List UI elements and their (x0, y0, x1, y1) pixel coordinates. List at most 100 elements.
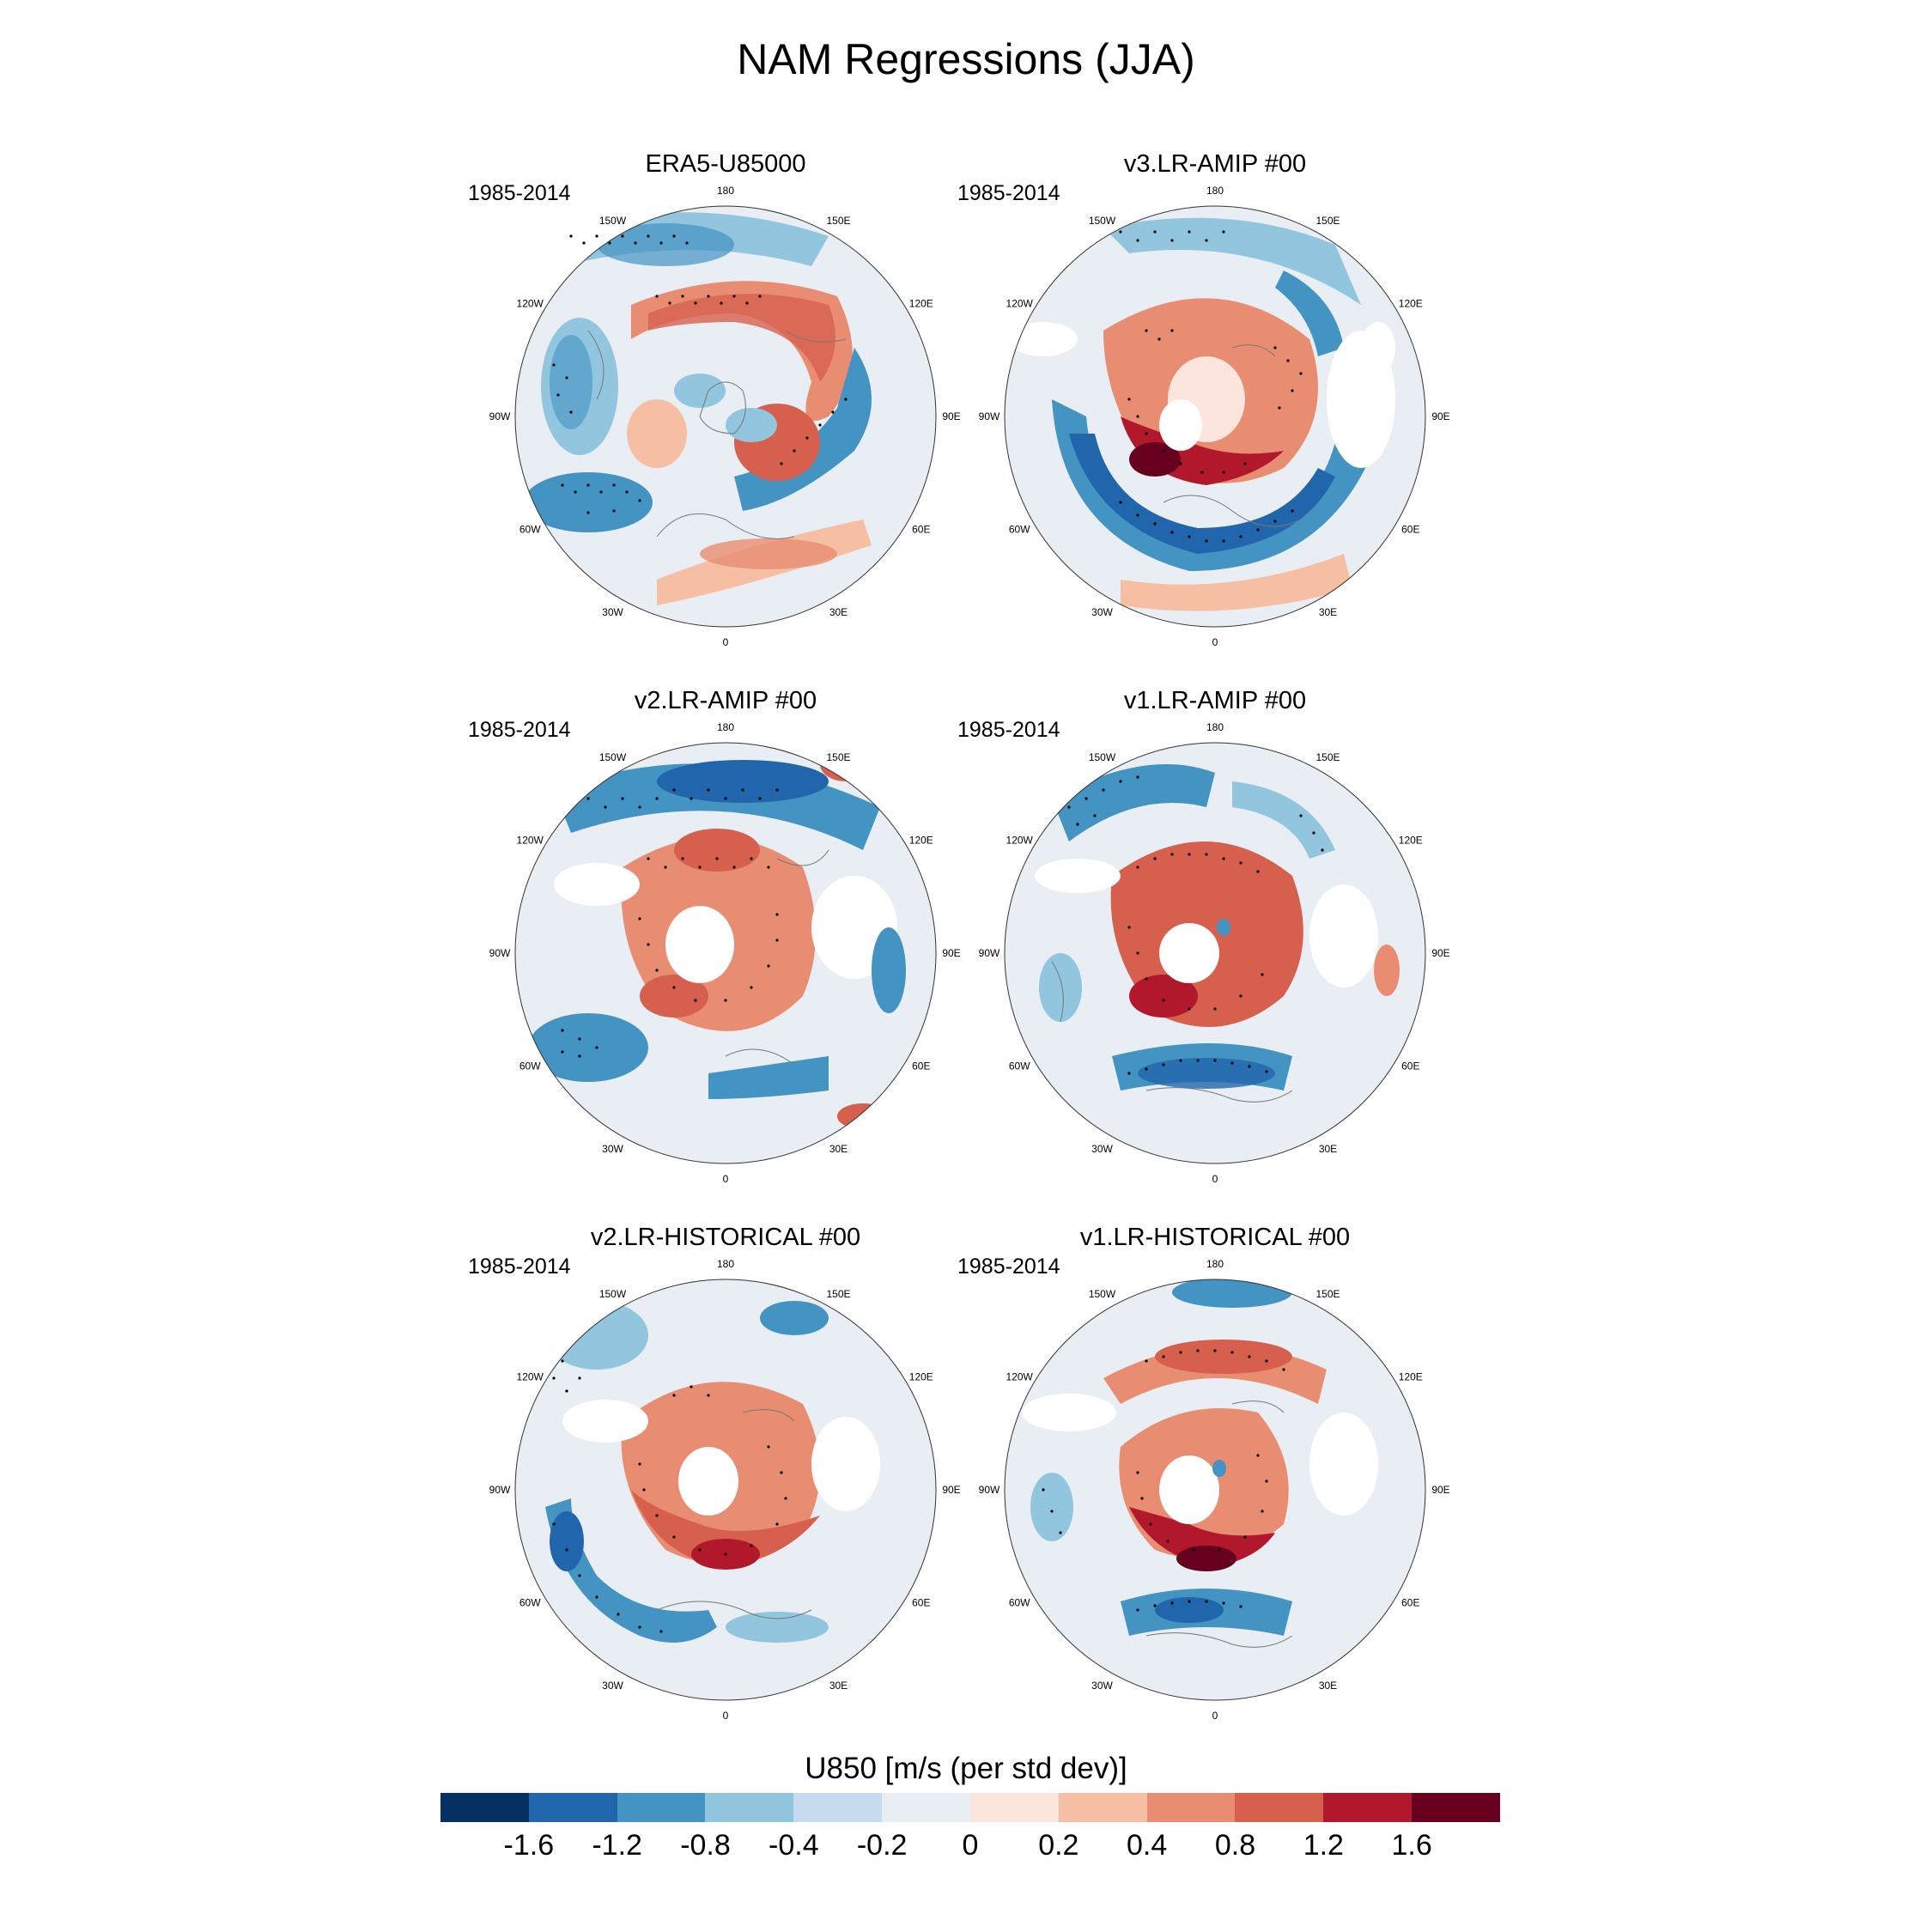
longitude-label: 60E (912, 524, 930, 536)
period-label: 1985-2014 (468, 1255, 571, 1279)
colorbar-box (1058, 1793, 1147, 1822)
colorbar-tick-label: -0.2 (856, 1829, 908, 1862)
longitude-label: 120W (1006, 1371, 1034, 1383)
longitude-label: 150E (1315, 751, 1340, 763)
map-panel-v2-amip: v2.LR-AMIP #00 1985-2014 (468, 687, 966, 1194)
colorbar-title: U850 [m/s (per std dev)] (805, 1752, 1127, 1785)
polar-map: 180 150E 120E 90E 60E 30E 0 30W 60W 90W 120W 150W (979, 721, 1450, 1185)
longitude-label: 90W (979, 410, 1000, 422)
longitude-label: 60E (1401, 1060, 1419, 1072)
colorbar-box (440, 1793, 529, 1822)
colorbar-box (969, 1793, 1059, 1822)
longitude-label: 60E (912, 1597, 930, 1609)
longitude-label: 150E (826, 215, 850, 227)
longitude-label: 30W (1091, 1680, 1113, 1692)
polar-map: 180 150E 120E 90E 60E 30E 0 30W 60W 90W 120W 150W (489, 1258, 961, 1722)
longitude-label: 120E (909, 298, 933, 310)
colorbar-tick-label: -0.8 (680, 1829, 731, 1862)
colorbar-ticks: -1.6 -1.2 -0.8 -0.4 -0.2 0 0.2 0.4 0.8 1.2 1.6 (440, 1829, 1500, 1863)
longitude-label: 30E (1319, 1143, 1337, 1155)
polar-map: 180 150E 120E 90E 60E 30E 0 30W 60W 90W 120W 150W (979, 185, 1450, 648)
map-panel-v1-amip: v1.LR-AMIP #00 1985-2014 (957, 687, 1455, 1194)
longitude-label: 0 (723, 1710, 729, 1722)
longitude-label: 60W (519, 1060, 541, 1072)
longitude-label: 90E (942, 947, 960, 959)
colorbar-box (1235, 1793, 1324, 1822)
panel-title: v2.LR-AMIP #00 (634, 687, 817, 714)
longitude-label: 60W (519, 524, 541, 536)
longitude-label: 90E (1431, 1484, 1449, 1496)
colorbar-box (1323, 1793, 1413, 1822)
map-panel-v1-historical: v1.LR-HISTORICAL #00 1985-2014 (957, 1224, 1455, 1730)
panel-title: v2.LR-HISTORICAL #00 (590, 1224, 861, 1251)
longitude-label: 30W (602, 1680, 623, 1692)
colorbar-tick-label: 0.8 (1214, 1829, 1256, 1862)
colorbar-box (705, 1793, 794, 1822)
longitude-label: 30E (829, 606, 848, 618)
longitude-label: 90E (1431, 947, 1449, 959)
longitude-label: 180 (1206, 1258, 1224, 1270)
colorbar-box (882, 1793, 970, 1822)
colorbar (440, 1793, 1500, 1822)
longitude-label: 90W (489, 1484, 511, 1496)
longitude-label: 30E (1319, 1680, 1337, 1692)
longitude-label: 180 (717, 721, 734, 733)
panel-title: v1.LR-AMIP #00 (1123, 687, 1307, 714)
longitude-label: 120W (1006, 835, 1034, 847)
longitude-label: 90W (979, 1484, 1000, 1496)
period-label: 1985-2014 (468, 181, 571, 205)
colorbar-box (1412, 1793, 1500, 1822)
polar-map: 180 150E 120E 90E 60E 30E 0 30W 60W 90W 120W 150W (489, 721, 961, 1185)
longitude-label: 30W (1091, 606, 1113, 618)
longitude-label: 120W (517, 1371, 544, 1383)
longitude-label: 0 (1212, 1710, 1218, 1722)
map-panel-era5: ERA5-U85000 1985-2014 (468, 150, 966, 657)
longitude-label: 150E (1315, 1288, 1340, 1300)
figure-title: NAM Regressions (JJA) (737, 35, 1195, 83)
longitude-label: 60E (1401, 1597, 1419, 1609)
colorbar-tick-label: 0 (962, 1829, 979, 1862)
longitude-label: 150E (1315, 215, 1340, 227)
longitude-label: 30E (829, 1143, 848, 1155)
period-label: 1985-2014 (468, 718, 571, 742)
panel-title: v3.LR-AMIP #00 (1123, 150, 1307, 178)
longitude-label: 30E (1319, 606, 1337, 618)
longitude-label: 60W (1009, 1060, 1030, 1072)
longitude-label: 180 (717, 185, 734, 197)
longitude-label: 90E (942, 410, 960, 422)
longitude-label: 120W (517, 835, 544, 847)
period-label: 1985-2014 (957, 1255, 1060, 1279)
panel-title: v1.LR-HISTORICAL #00 (1079, 1224, 1351, 1251)
longitude-label: 0 (723, 636, 729, 648)
longitude-label: 90E (1431, 410, 1449, 422)
colorbar-box (617, 1793, 706, 1822)
colorbar-tick-label: -0.4 (769, 1829, 819, 1862)
longitude-label: 0 (723, 1173, 729, 1185)
longitude-label: 150E (826, 1288, 850, 1300)
longitude-label: 120E (1399, 1371, 1423, 1383)
longitude-label: 60E (1401, 524, 1419, 536)
colorbar-box (528, 1793, 617, 1822)
longitude-label: 0 (1212, 636, 1218, 648)
longitude-label: 150W (1089, 215, 1116, 227)
longitude-label: 120E (1399, 835, 1423, 847)
longitude-label: 120W (1006, 298, 1034, 310)
longitude-label: 30W (602, 606, 623, 618)
colorbar-tick-label: -1.2 (592, 1829, 642, 1862)
longitude-label: 90E (942, 1484, 960, 1496)
longitude-label: 150W (1089, 1288, 1116, 1300)
longitude-label: 30E (829, 1680, 848, 1692)
longitude-label: 90W (979, 947, 1000, 959)
colorbar-tick-label: 0.4 (1127, 1829, 1168, 1862)
period-label: 1985-2014 (957, 718, 1060, 742)
longitude-label: 150W (599, 1288, 627, 1300)
polar-map: 180 150E 120E 90E 60E 30E 0 30W 60W 90W 120W 150W (489, 185, 961, 648)
longitude-label: 120W (517, 298, 544, 310)
longitude-label: 120E (909, 1371, 933, 1383)
colorbar-tick-label: 1.6 (1391, 1829, 1432, 1862)
map-panel-v2-historical: v2.LR-HISTORICAL #00 1985-2014 (468, 1224, 966, 1730)
polar-map: 180 150E 120E 90E 60E 30E 0 30W 60W 90W 120W 150W (979, 1258, 1450, 1722)
longitude-label: 180 (1206, 721, 1224, 733)
map-panel-v3-amip: v3.LR-AMIP #00 1985-2014 (957, 150, 1455, 657)
longitude-label: 90W (489, 947, 511, 959)
